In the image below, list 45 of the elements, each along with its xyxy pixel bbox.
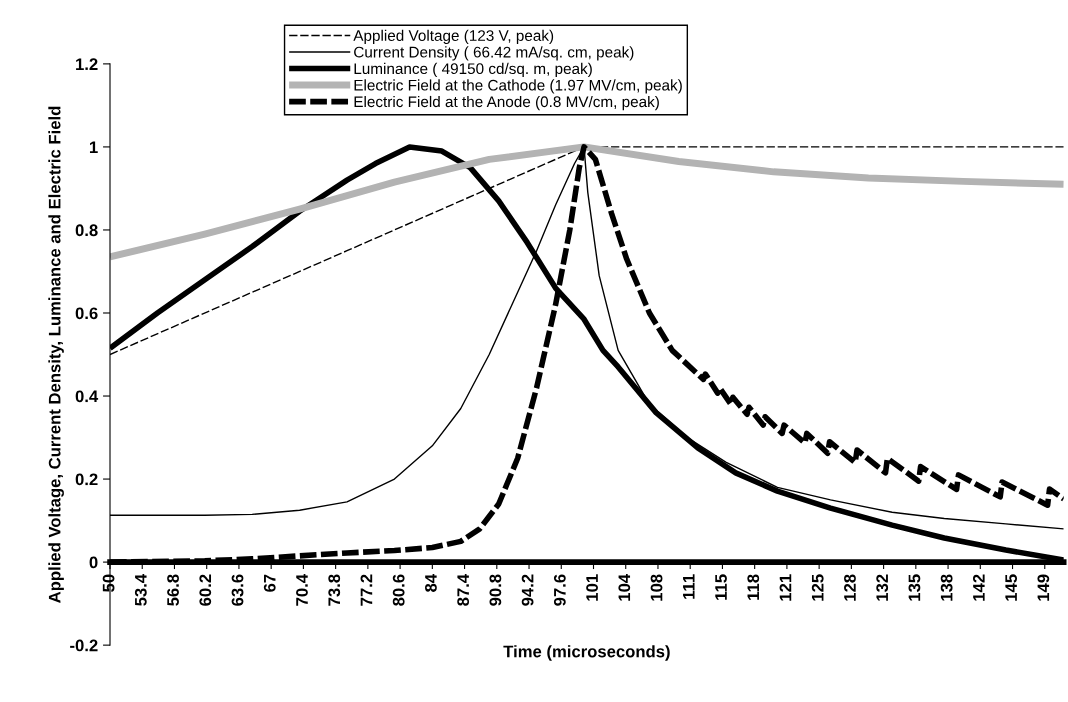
- x-tick-label: 145: [1005, 574, 1018, 601]
- x-tick-label: 149: [1037, 574, 1050, 601]
- x-tick-label: 67: [263, 574, 276, 592]
- x-tick-label: 121: [779, 574, 792, 601]
- y-tick-label: 0: [89, 556, 98, 569]
- x-tick-label: 138: [940, 574, 953, 601]
- x-tick-label: 97.6: [553, 574, 566, 606]
- x-tick-label: 108: [650, 574, 663, 601]
- x-tick-label: 90.8: [489, 574, 502, 606]
- legend-label: Electric Field at the Cathode (1.97 MV/cm, peak): [354, 79, 682, 94]
- x-tick-label: 135: [908, 574, 921, 601]
- x-tick-label: 132: [876, 574, 889, 601]
- y-axis-title: Applied Voltage, Current Density, Luminance and Electric Field: [48, 106, 64, 603]
- legend-label: Electric Field at the Anode (0.8 MV/cm, peak): [354, 95, 659, 111]
- y-tick-label: -0.2: [70, 639, 98, 652]
- x-tick-label: 50: [102, 574, 115, 592]
- x-tick-label: 125: [811, 574, 824, 601]
- legend-label: Applied Voltage (123 V, peak): [353, 29, 554, 45]
- y-tick-label: 0.6: [75, 307, 98, 320]
- x-tick-label: 87.4: [457, 573, 470, 606]
- y-tick-label: 0.8: [75, 224, 98, 237]
- x-tick-label: 101: [586, 574, 598, 601]
- x-tick-label: 94.2: [521, 574, 534, 606]
- x-tick-label: 70.4: [296, 573, 308, 606]
- y-tick-label: 1: [89, 141, 98, 153]
- y-tick-label: 1.2: [76, 58, 98, 70]
- x-tick-label: 115: [715, 574, 727, 600]
- x-tick-label: 118: [747, 574, 760, 600]
- x-tick-label: 142: [972, 574, 985, 601]
- legend-label: Current Density ( 66.42 mA/sq. cm, peak): [354, 46, 634, 61]
- x-tick-label: 104: [618, 573, 631, 601]
- legend-label: Luminance ( 49150 cd/sq. m, peak): [354, 62, 592, 78]
- x-tick-label: 80.6: [392, 574, 405, 606]
- x-tick-label: 73.8: [328, 574, 341, 606]
- x-tick-label: 56.8: [167, 574, 179, 606]
- x-tick-label: 53.4: [134, 573, 147, 606]
- x-tick-label: 84: [425, 573, 437, 592]
- x-tick-label: 63.6: [231, 574, 244, 606]
- y-tick-label: 0.2: [75, 473, 98, 486]
- y-tick-label: 0.4: [75, 390, 99, 403]
- x-tick-label: 111: [683, 574, 695, 599]
- x-tick-label: 60.2: [199, 574, 212, 606]
- x-axis-title: Time (microseconds): [503, 645, 670, 661]
- x-tick-label: 128: [844, 574, 856, 601]
- x-tick-label: 77.2: [360, 574, 373, 606]
